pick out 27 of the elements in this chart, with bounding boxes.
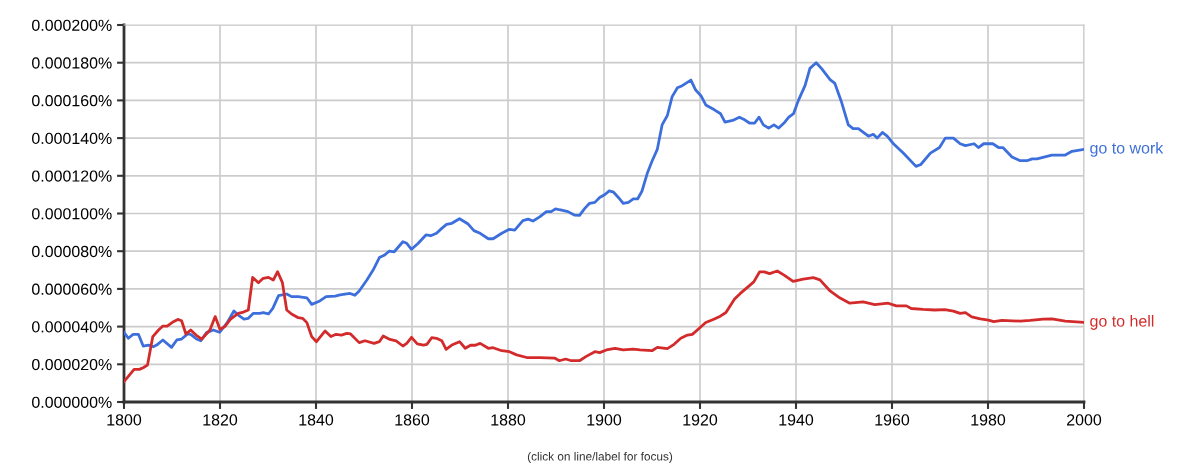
x-tick-label: 1820 [203,414,238,426]
line-series [124,269,1084,384]
x-tick-label: 1940 [779,414,814,426]
x-tick-label: 1920 [683,414,718,426]
series-label: go to hell [1090,315,1154,330]
y-tick-label: 0.000160% [32,95,112,107]
x-tick-label: 1840 [299,414,334,426]
y-tick-label: 0.000060% [32,283,112,295]
y-tick-label: 0.000100% [32,208,112,220]
line-series [124,61,1084,349]
x-tick-label: 1980 [971,414,1006,426]
x-tick-label: 1800 [107,414,142,426]
series-label: go to work [1090,141,1164,157]
x-tick-label: 1900 [587,414,622,426]
y-tick-label: 0.000040% [32,321,112,333]
y-tick-label: 0.000140% [32,132,112,145]
y-tick-label: 0.000200% [32,19,112,31]
y-tick-label: 0.000180% [32,57,112,69]
text: (click on line/label for focus) [527,451,673,463]
x-tick-label: 1860 [395,414,430,426]
y-tick-label: 0.000080% [32,245,112,258]
y-tick-label: 0.000000% [32,396,112,408]
x-tick-label: 2000 [1067,414,1102,426]
x-tick-label: 1880 [491,414,526,426]
y-tick-label: 0.000020% [32,358,112,371]
x-tick-label: 1960 [875,414,910,426]
y-tick-label: 0.000120% [32,170,112,182]
